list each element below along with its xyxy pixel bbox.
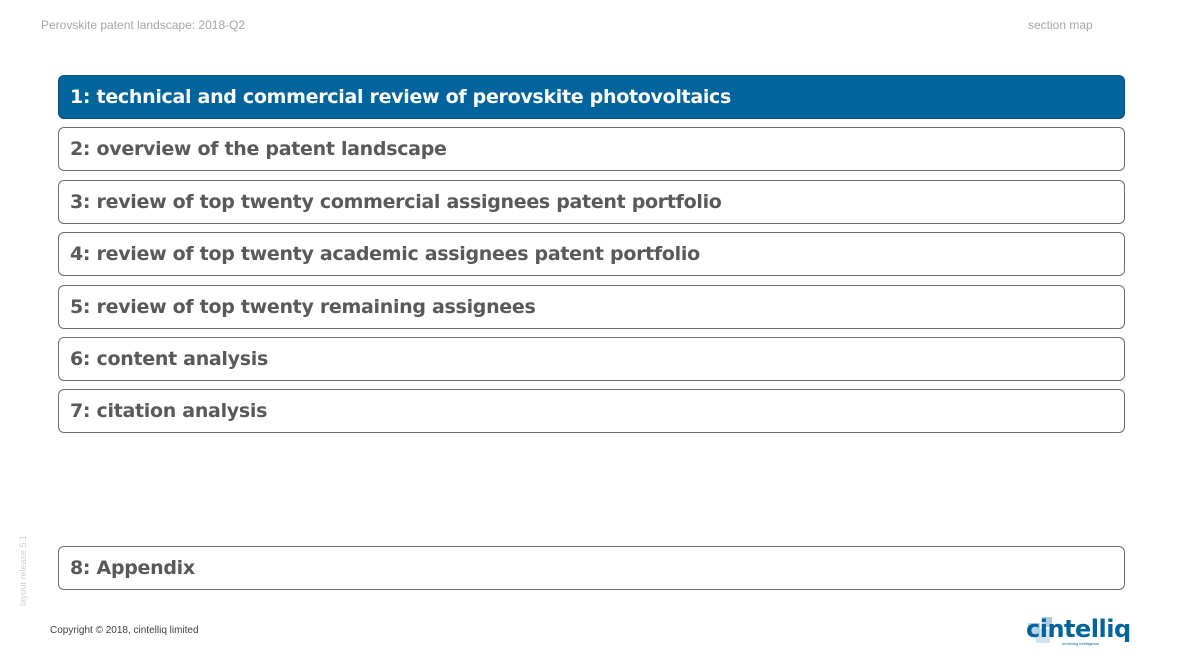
section-8-button[interactable]: 8: Appendix — [58, 546, 1125, 590]
section-4-button[interactable]: 4: review of top twenty academic assigne… — [58, 232, 1125, 276]
section-6-button[interactable]: 6: content analysis — [58, 337, 1125, 381]
section-2-button[interactable]: 2: overview of the patent landscape — [58, 127, 1125, 171]
section-1-button[interactable]: 1: technical and commercial review of pe… — [58, 75, 1125, 119]
logo-tagline: enriching intelligence — [1062, 641, 1100, 646]
document-title: Perovskite patent landscape: 2018-Q2 — [41, 18, 246, 32]
section-map-label: section map — [1028, 18, 1093, 32]
cintelliq-logo: cintelliq enriching intelligence — [1026, 615, 1131, 649]
section-7-button[interactable]: 7: citation analysis — [58, 389, 1125, 433]
layout-release-label: layout release 5.1 — [18, 534, 28, 606]
section-3-button[interactable]: 3: review of top twenty commercial assig… — [58, 180, 1125, 224]
logo-wordmark: cintelliq — [1026, 615, 1131, 643]
cube-icon — [1028, 617, 1052, 643]
copyright-notice: Copyright © 2018, cintelliq limited — [50, 625, 199, 636]
section-5-button[interactable]: 5: review of top twenty remaining assign… — [58, 285, 1125, 329]
